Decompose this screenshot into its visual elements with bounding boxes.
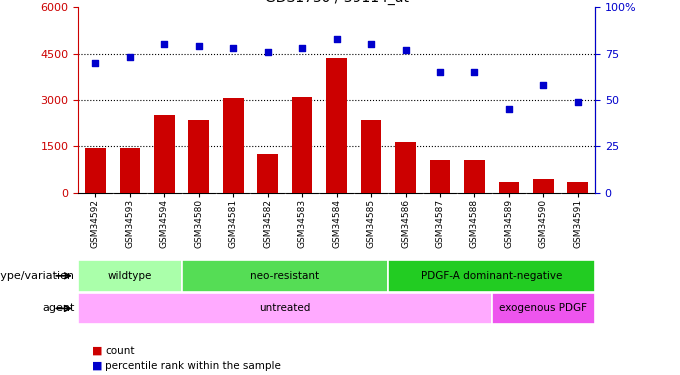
Bar bbox=[78, 292, 492, 324]
Text: GSM34594: GSM34594 bbox=[160, 199, 169, 248]
Bar bbox=[492, 292, 595, 324]
Bar bbox=[120, 148, 140, 193]
Text: GSM34585: GSM34585 bbox=[367, 199, 375, 248]
Point bbox=[435, 69, 445, 75]
Text: percentile rank within the sample: percentile rank within the sample bbox=[105, 361, 282, 370]
Text: wildtype: wildtype bbox=[107, 271, 152, 281]
Point bbox=[331, 36, 342, 42]
Bar bbox=[430, 160, 450, 193]
Point bbox=[400, 47, 411, 53]
Text: agent: agent bbox=[42, 303, 75, 313]
Text: GSM34593: GSM34593 bbox=[125, 199, 135, 248]
Bar bbox=[154, 116, 175, 193]
Bar bbox=[188, 120, 209, 193]
Text: genotype/variation: genotype/variation bbox=[0, 271, 75, 281]
Text: GSM34583: GSM34583 bbox=[298, 199, 307, 248]
Bar bbox=[257, 154, 278, 193]
Text: GSM34587: GSM34587 bbox=[435, 199, 445, 248]
Text: GSM34586: GSM34586 bbox=[401, 199, 410, 248]
Bar bbox=[388, 260, 595, 292]
Text: GSM34589: GSM34589 bbox=[505, 199, 513, 248]
Point bbox=[262, 49, 273, 55]
Bar bbox=[326, 58, 347, 193]
Bar bbox=[498, 182, 520, 193]
Text: GSM34591: GSM34591 bbox=[573, 199, 582, 248]
Point bbox=[228, 45, 239, 51]
Point bbox=[124, 54, 135, 60]
Bar bbox=[533, 179, 554, 193]
Point bbox=[366, 41, 377, 47]
Bar bbox=[223, 98, 243, 193]
Point bbox=[296, 45, 307, 51]
Text: GSM34592: GSM34592 bbox=[91, 199, 100, 248]
Point bbox=[193, 43, 204, 49]
Text: GSM34584: GSM34584 bbox=[332, 199, 341, 248]
Text: ■: ■ bbox=[92, 346, 102, 355]
Point bbox=[159, 41, 170, 47]
Text: PDGF-A dominant-negative: PDGF-A dominant-negative bbox=[421, 271, 562, 281]
Bar bbox=[395, 142, 416, 193]
Point bbox=[503, 106, 514, 112]
Text: ■: ■ bbox=[92, 361, 102, 370]
Point bbox=[538, 82, 549, 88]
Bar bbox=[182, 260, 388, 292]
Bar bbox=[85, 148, 106, 193]
Point bbox=[90, 60, 101, 66]
Point bbox=[573, 99, 583, 105]
Bar bbox=[360, 120, 381, 193]
Text: GSM34588: GSM34588 bbox=[470, 199, 479, 248]
Text: GSM34580: GSM34580 bbox=[194, 199, 203, 248]
Point bbox=[469, 69, 480, 75]
Text: GSM34581: GSM34581 bbox=[228, 199, 238, 248]
Text: neo-resistant: neo-resistant bbox=[250, 271, 320, 281]
Text: untreated: untreated bbox=[259, 303, 311, 313]
Text: count: count bbox=[105, 346, 135, 355]
Title: GDS1730 / 39114_at: GDS1730 / 39114_at bbox=[265, 0, 409, 5]
Bar bbox=[78, 260, 182, 292]
Bar bbox=[292, 97, 313, 193]
Bar bbox=[464, 160, 485, 193]
Text: GSM34590: GSM34590 bbox=[539, 199, 548, 248]
Text: GSM34582: GSM34582 bbox=[263, 199, 272, 248]
Bar bbox=[567, 182, 588, 193]
Text: exogenous PDGF: exogenous PDGF bbox=[499, 303, 588, 313]
